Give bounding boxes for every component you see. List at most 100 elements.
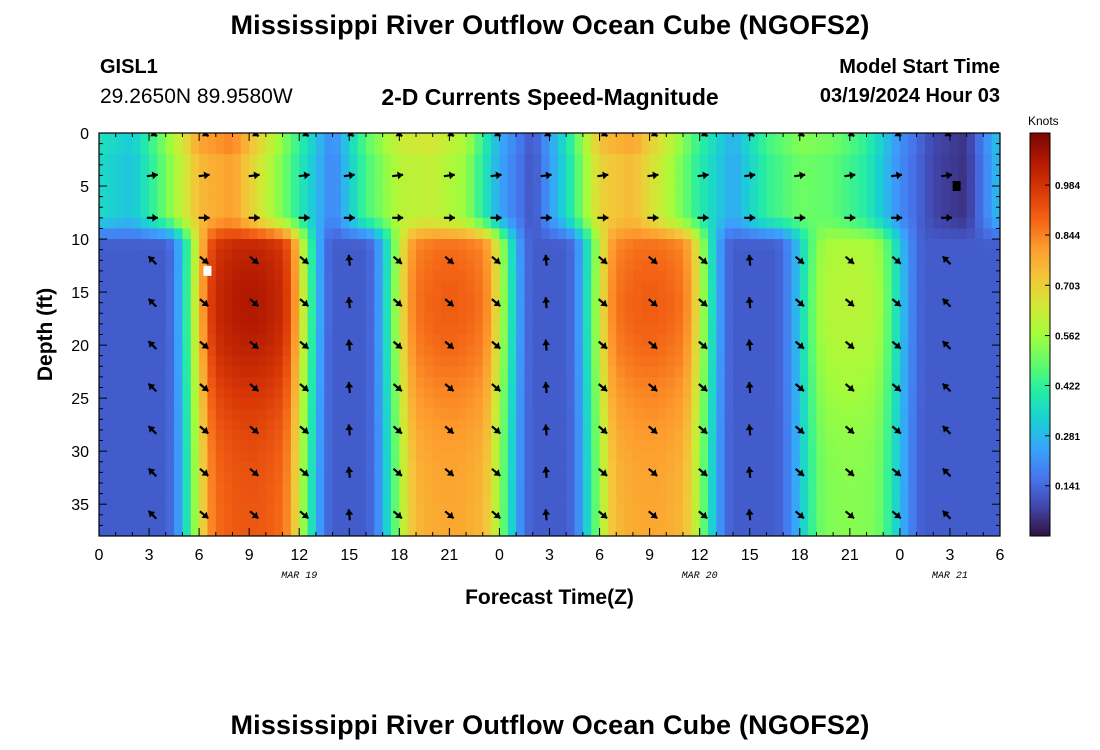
current-vector (844, 340, 855, 350)
current-vector (199, 510, 210, 520)
current-vector (844, 425, 855, 435)
heat-cell (174, 196, 184, 208)
heat-cell (332, 376, 342, 389)
heat-cell (691, 408, 701, 420)
heat-cell (966, 239, 976, 251)
heat-cell (691, 482, 701, 495)
vector-head (201, 342, 209, 349)
heat-cell (841, 472, 851, 484)
heat-cell (390, 302, 400, 314)
heat-cell (224, 292, 234, 304)
heat-cell (232, 249, 242, 261)
heat-cell (240, 133, 250, 145)
heat-cell (99, 376, 108, 389)
heat-cell (974, 355, 984, 367)
current-vector (198, 171, 210, 180)
current-vector (491, 425, 502, 435)
heat-cell (783, 217, 793, 230)
current-vector (597, 340, 608, 350)
heat-cell (749, 186, 759, 198)
heat-cell (357, 504, 367, 516)
heat-cell (657, 143, 667, 155)
heat-cell (232, 154, 242, 166)
heat-cell (466, 419, 476, 431)
heat-cell (758, 408, 767, 420)
heat-cell (124, 376, 133, 389)
current-vector (891, 298, 902, 308)
heat-cell (107, 302, 117, 314)
heat-cell (974, 387, 984, 399)
heat-cell (741, 451, 751, 463)
heat-cell (966, 419, 976, 431)
heat-cell (149, 196, 158, 208)
heat-cell (115, 270, 125, 283)
heat-cell (783, 461, 793, 473)
vector-head (600, 133, 608, 137)
heat-cell (749, 217, 759, 230)
heat-cell (240, 323, 250, 336)
heat-cell (290, 472, 300, 484)
heat-cell (891, 154, 901, 166)
heat-cell (124, 440, 133, 452)
heat-cell (132, 355, 142, 367)
heat-cell (99, 196, 108, 208)
heat-cell (290, 440, 300, 452)
heat-cell (566, 281, 576, 293)
heat-cell (941, 334, 951, 346)
heat-cell (99, 302, 108, 314)
heat-cell (841, 440, 851, 452)
current-vector (542, 466, 551, 478)
heat-cell (566, 313, 576, 325)
heat-cell (365, 493, 375, 505)
heat-cell (257, 196, 267, 208)
heat-cell (799, 154, 809, 166)
heat-cell (265, 313, 275, 325)
heat-cell (616, 228, 626, 240)
vector-head (700, 342, 708, 349)
heat-cell (674, 270, 684, 283)
heat-cell (866, 461, 876, 473)
heat-cell (924, 440, 934, 452)
heat-cell (499, 451, 509, 463)
heat-cell (165, 186, 175, 198)
heat-cell (407, 440, 417, 452)
heat-cell (858, 323, 868, 336)
heat-cell (766, 260, 776, 272)
heat-cell (432, 440, 442, 452)
heat-cell (866, 207, 876, 219)
heat-cell (349, 525, 359, 536)
heat-cell (140, 493, 150, 505)
heat-cell (758, 323, 767, 336)
heat-cell (816, 345, 826, 357)
vector-head (894, 342, 901, 349)
heat-cell (507, 302, 517, 314)
heat-cell (874, 143, 884, 155)
heat-cell (733, 217, 742, 230)
heat-cell (349, 429, 359, 442)
heat-cell (491, 133, 501, 145)
heat-cell (682, 281, 692, 293)
heat-cell (132, 239, 142, 251)
heat-cell (574, 345, 584, 357)
heat-cell (199, 186, 209, 198)
heat-cell (466, 281, 476, 293)
heat-cell (99, 525, 108, 536)
heat-cell (708, 461, 717, 473)
heat-cell (307, 323, 317, 336)
vector-head (600, 299, 608, 307)
current-vector (249, 467, 260, 477)
heat-cell (849, 334, 859, 346)
heat-cell (224, 302, 234, 314)
heat-cell (808, 451, 818, 463)
heat-cell (482, 345, 492, 357)
heat-cell (916, 260, 926, 272)
heat-cell (708, 398, 717, 410)
heat-cell (174, 461, 184, 473)
heat-cell (132, 482, 142, 495)
heat-cell (808, 249, 818, 261)
heat-cell (232, 323, 242, 336)
heat-cell (124, 419, 133, 431)
heat-cell (858, 514, 868, 526)
current-vector (941, 213, 953, 222)
heat-cell (641, 451, 651, 463)
